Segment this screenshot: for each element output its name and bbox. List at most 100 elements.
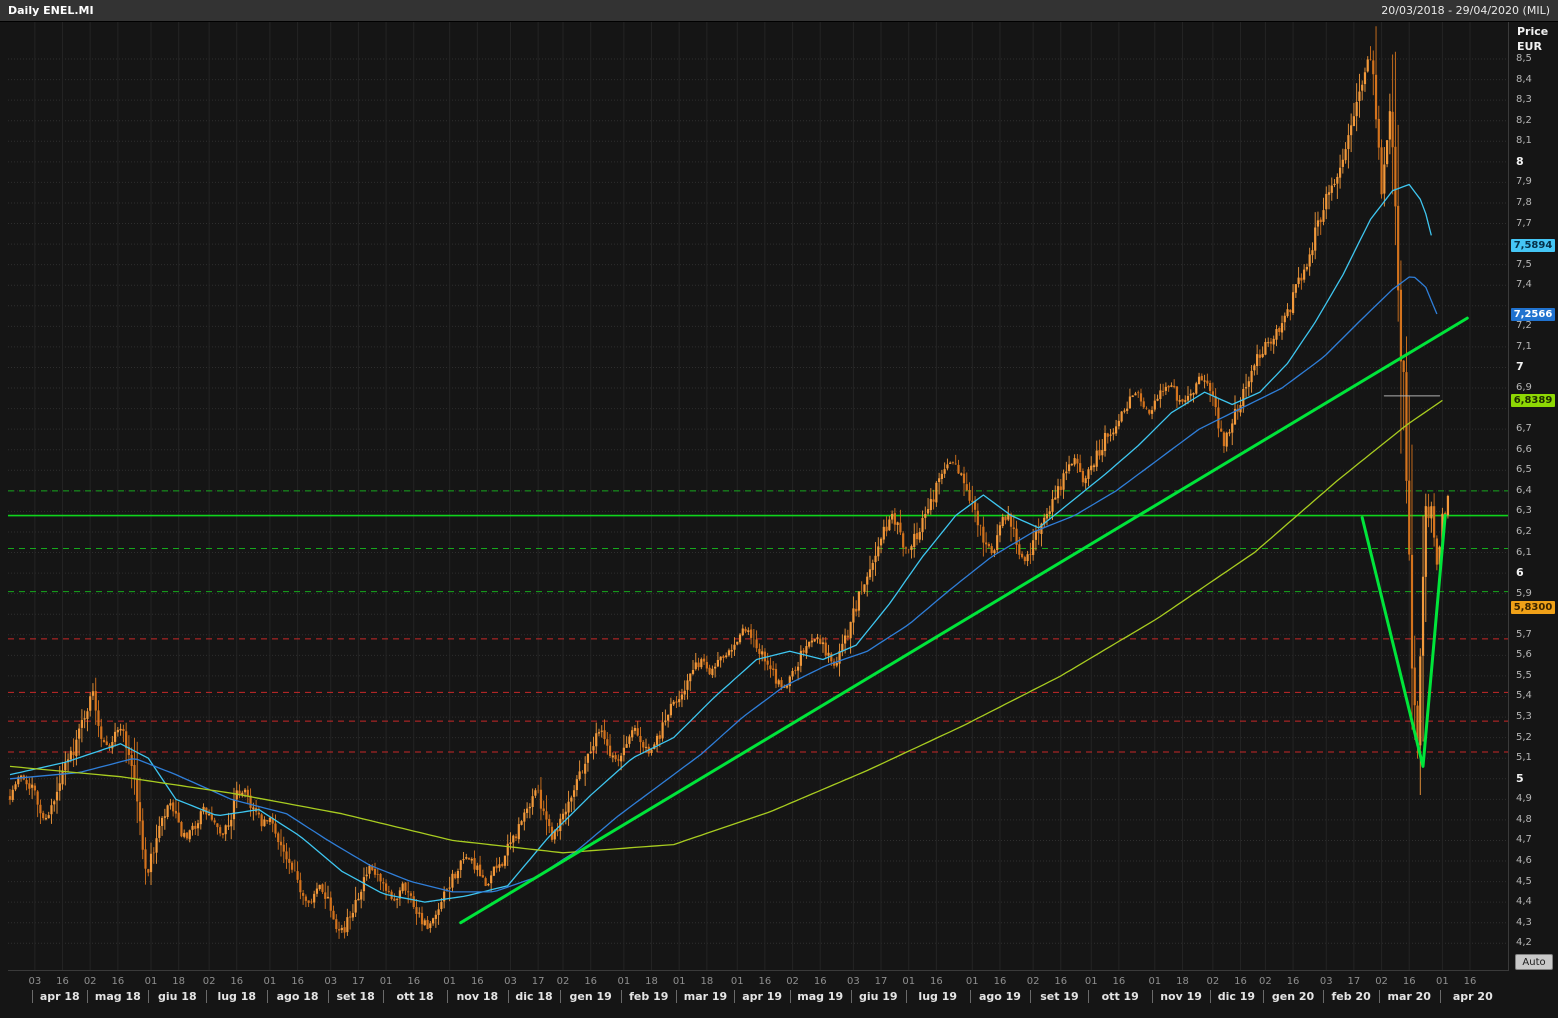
price-marker-badge[interactable]: 7,2566 [1511,307,1555,321]
date-tick: 16 [993,976,1007,987]
month-label: ago 18 [276,990,319,1003]
date-tick: 16 [1054,976,1068,987]
chart-plot-area[interactable] [8,22,1509,971]
candlestick-chart[interactable] [8,22,1508,970]
price-tick-label: 6,9 [1516,382,1532,394]
price-tick-label: 7,2 [1516,320,1532,332]
date-tick: 02 [1375,976,1388,987]
month-label: mar 19 [683,990,728,1003]
price-tick-label: 4,2 [1516,937,1532,949]
date-tick: 16 [230,976,244,987]
v-shape-line[interactable] [1360,514,1447,768]
date-tick: 16 [56,976,69,987]
date-tick: 01 [144,976,158,987]
auto-scale-button[interactable]: Auto [1515,954,1553,970]
time-axis[interactable]: apr 18 03 16 mag 18 02 16 giu 18 01 18 lug 18 02 16… [0,971,1509,1018]
date-tick: 16 [1402,976,1416,987]
date-tick: 16 [1112,976,1126,987]
month-label: ago 19 [978,990,1021,1003]
price-tick-label: 5,6 [1516,649,1532,661]
date-tick: 18 [645,976,658,987]
date-tick: 02 [1259,976,1272,987]
price-tick-label: 7,1 [1516,340,1532,352]
month-separator [87,990,89,1003]
month-separator [969,990,971,1003]
date-tick: 03 [28,976,42,987]
date-tick: 16 [1286,976,1300,987]
month-separator [1262,990,1264,1003]
month-label: lug 19 [918,990,958,1003]
month-label: giu 19 [858,990,898,1003]
month-separator [383,990,385,1003]
price-tick-label: 5,9 [1516,587,1532,599]
date-tick: 01 [902,976,916,987]
date-tick: 18 [1176,976,1189,987]
price-tick-label: 4,7 [1516,834,1532,846]
month-separator [850,990,852,1003]
ma-slow-line[interactable] [9,399,1443,854]
price-tick-label: 7,9 [1516,176,1532,188]
month-label: dic 18 [515,990,553,1003]
month-label: feb 19 [629,990,669,1003]
price-marker-badge[interactable]: 5,8300 [1511,601,1555,615]
date-tick: 03 [324,976,338,987]
date-tick: 16 [407,976,421,987]
ma-mid-line[interactable] [9,276,1438,893]
price-tick-label: 4,6 [1516,855,1532,866]
price-axis-title-line2: EUR [1517,40,1542,53]
date-tick: 02 [786,976,799,987]
price-tick-label: 8 [1516,154,1524,168]
titlebar: Daily ENEL.MI 20/03/2018 - 29/04/2020 (M… [0,0,1558,22]
month-label: set 18 [336,990,375,1003]
price-tick-label: 6,1 [1516,546,1532,558]
month-separator [621,990,623,1003]
date-tick: 16 [758,976,772,987]
month-label: ott 18 [396,990,434,1003]
month-label: apr 19 [742,990,783,1003]
price-tick-label: 5,3 [1516,711,1532,723]
date-tick: 02 [1026,976,1040,987]
month-separator [446,990,448,1003]
month-label: gen 20 [1271,990,1315,1003]
price-marker-badge[interactable]: 7,5894 [1511,239,1555,253]
date-tick: 01 [617,976,631,987]
price-axis-title: Price EUR [1517,24,1548,54]
date-tick: 02 [202,976,216,987]
price-tick-label: 8,3 [1516,94,1532,106]
price-tick-label: 6,2 [1516,525,1532,537]
price-axis[interactable]: Price EUR 8,5 8,4 8,3 8,2 8,1 8 7,9 7,8 7,7 7,5 7,… [1509,22,1558,970]
date-tick: 02 [1206,976,1220,987]
price-tick-label: 5 [1516,771,1524,785]
month-separator [1030,990,1032,1003]
price-tick-label: 8,4 [1516,73,1532,85]
chart-title: Daily ENEL.MI [8,4,94,17]
month-label: mar 20 [1387,990,1431,1003]
month-label: gen 19 [569,990,612,1003]
price-tick-label: 6 [1516,566,1524,580]
date-tick: 03 [504,976,517,987]
month-label: nov 18 [456,990,499,1003]
date-tick: 01 [672,976,686,987]
month-label: mag 18 [94,990,141,1003]
price-marker-badge[interactable]: 6,8389 [1511,393,1555,407]
uptrend-line[interactable] [459,316,1469,925]
ma-fast-line[interactable] [9,183,1432,903]
month-separator [905,990,907,1003]
date-tick: 16 [813,976,827,987]
date-tick: 16 [1234,976,1247,987]
date-tick: 01 [263,976,277,987]
price-tick-label: 8,2 [1516,114,1532,126]
month-label: mag 19 [797,990,844,1003]
date-tick: 02 [83,976,97,987]
price-tick-label: 6,3 [1516,505,1532,517]
month-label: apr 20 [1452,990,1493,1003]
price-tick-label: 5,1 [1516,752,1532,764]
price-tick-label: 7 [1516,360,1524,374]
month-separator [734,990,736,1003]
month-separator [267,990,269,1003]
date-tick: 17 [531,976,545,987]
date-tick: 16 [111,976,125,987]
price-tick-label: 4,8 [1516,813,1532,825]
month-separator [507,990,509,1003]
